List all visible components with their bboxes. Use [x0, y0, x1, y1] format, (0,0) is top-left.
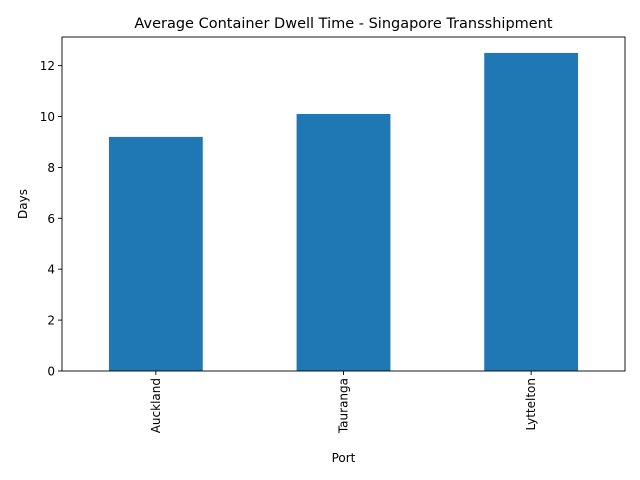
y-tick-label: 0 — [47, 365, 55, 379]
y-tick-label: 12 — [40, 59, 55, 73]
y-axis-title: Days — [16, 189, 30, 219]
bars-group — [108, 52, 579, 372]
bar-tauranga — [296, 113, 391, 371]
x-tick-label: Tauranga — [337, 378, 351, 434]
x-axis-title: Port — [332, 451, 356, 465]
chart-title: Average Container Dwell Time - Singapore… — [134, 16, 552, 32]
y-tick-label: 4 — [47, 263, 55, 277]
y-tick-label: 8 — [47, 161, 55, 175]
y-tick-label: 10 — [40, 110, 55, 124]
plot-frame — [61, 36, 626, 372]
y-axis-ticks: 0 2 4 6 8 10 12 — [40, 59, 62, 379]
x-axis-ticks: Auckland Tauranga Lyttelton — [149, 371, 538, 434]
x-tick-label: Lyttelton — [524, 378, 538, 430]
bar-auckland — [108, 136, 203, 371]
y-tick-label: 2 — [47, 314, 55, 328]
y-tick-label: 6 — [47, 212, 55, 226]
bar-lyttelton — [484, 52, 579, 372]
x-tick-label: Auckland — [149, 378, 163, 433]
